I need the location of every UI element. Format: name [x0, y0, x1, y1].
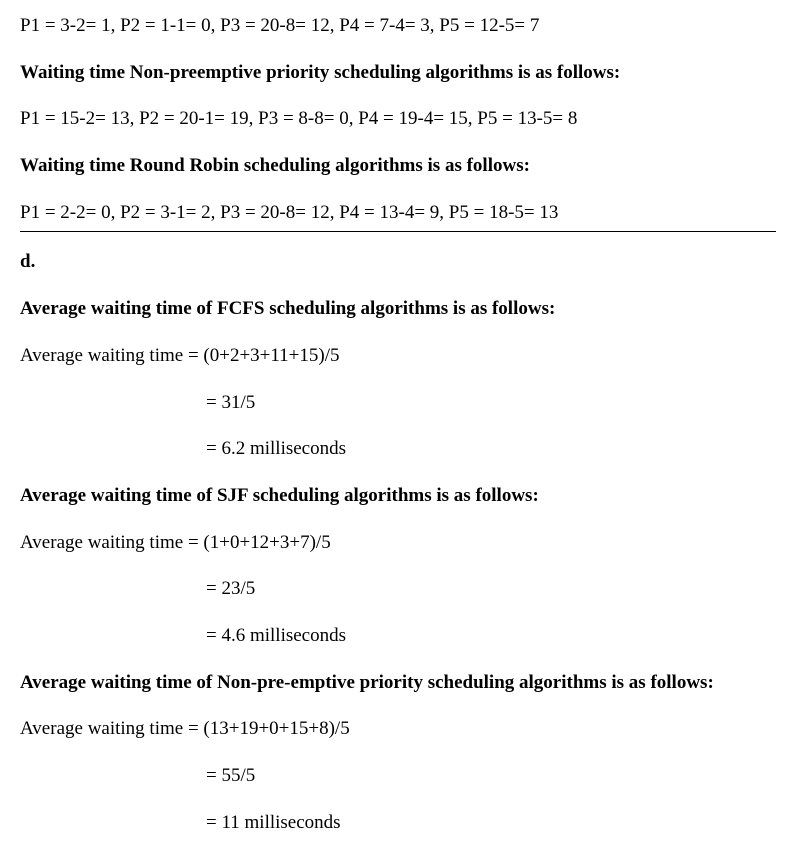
sjf-calc-line1: Average waiting time = (1+0+12+3+7)/5 [20, 531, 776, 556]
fcfs-heading: Average waiting time of FCFS scheduling … [20, 297, 776, 322]
nonpre-calc-line1: Average waiting time = (13+19+0+15+8)/5 [20, 717, 776, 742]
sjf-calc-line3: = 4.6 milliseconds [20, 624, 776, 649]
section-d-label: d. [20, 250, 776, 275]
nonpre-heading: Average waiting time of Non-pre-emptive … [20, 671, 776, 696]
heading-rr-waiting: Waiting time Round Robin scheduling algo… [20, 154, 776, 179]
fcfs-calc-line1: Average waiting time = (0+2+3+11+15)/5 [20, 344, 776, 369]
nonpre-calc-line2: = 55/5 [20, 764, 776, 789]
sjf-calc-line2: = 23/5 [20, 577, 776, 602]
nonpre-calc-line3: = 11 milliseconds [20, 811, 776, 836]
nonpreemptive-waiting-calc: P1 = 15-2= 13, P2 = 20-1= 19, P3 = 8-8= … [20, 107, 776, 132]
sjf-heading: Average waiting time of SJF scheduling a… [20, 484, 776, 509]
rr-waiting-calc: P1 = 2-2= 0, P2 = 3-1= 2, P3 = 20-8= 12,… [20, 201, 776, 226]
section-divider [20, 231, 776, 232]
fcfs-calc-line3: = 6.2 milliseconds [20, 437, 776, 462]
heading-nonpreemptive-waiting: Waiting time Non-preemptive priority sch… [20, 61, 776, 86]
fcfs-calc-line2: = 31/5 [20, 391, 776, 416]
sjf-waiting-calc: P1 = 3-2= 1, P2 = 1-1= 0, P3 = 20-8= 12,… [20, 14, 776, 39]
